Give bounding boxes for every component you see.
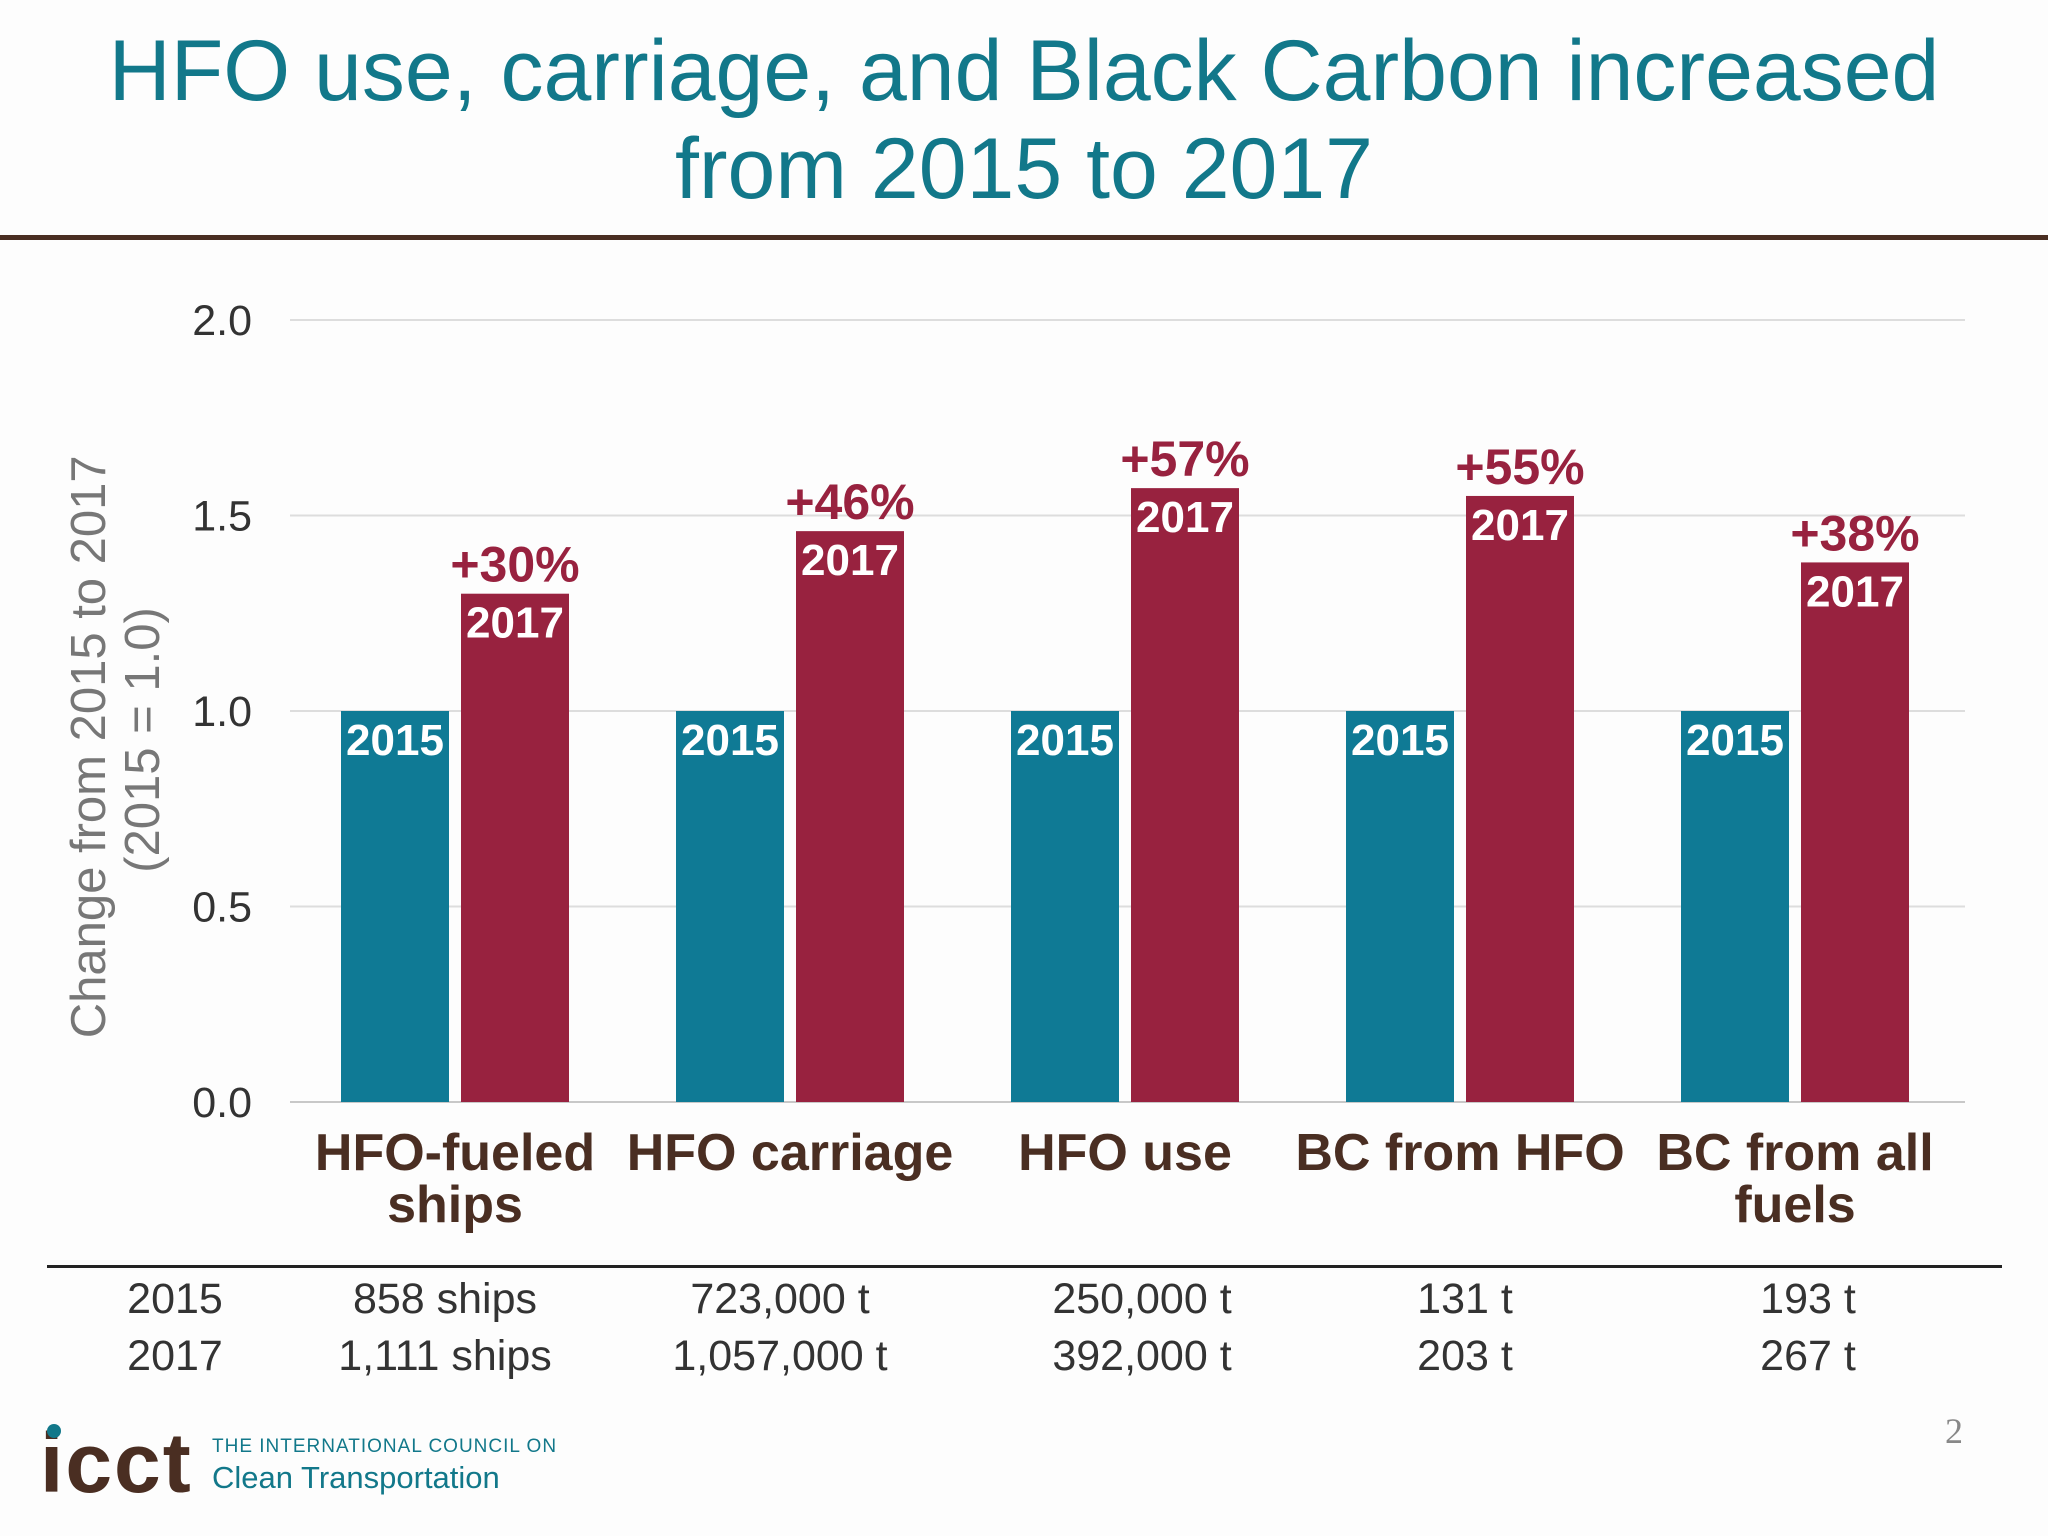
table-year-cell: 2015 bbox=[127, 1275, 223, 1323]
slide-title: HFO use, carriage, and Black Carbon incr… bbox=[0, 22, 2048, 218]
bar-label-2015: 2015 bbox=[1686, 716, 1784, 765]
slide-title-line1: HFO use, carriage, and Black Carbon incr… bbox=[108, 23, 1940, 119]
table-divider bbox=[47, 1265, 2002, 1268]
bar-2017 bbox=[796, 531, 904, 1102]
logo-line2: Clean Transportation bbox=[212, 1460, 500, 1495]
y-tick-label: 1.0 bbox=[192, 688, 252, 736]
title-divider bbox=[0, 235, 2048, 240]
category-label: HFO carriage bbox=[627, 1124, 954, 1182]
bar-2017 bbox=[1466, 495, 1574, 1102]
bar-label-2017: 2017 bbox=[1806, 567, 1904, 616]
category-label: HFO use bbox=[1018, 1124, 1232, 1182]
bar-label-2017: 2017 bbox=[1136, 493, 1234, 542]
table-cell: 250,000 t bbox=[1052, 1275, 1232, 1323]
change-annotation: +57% bbox=[1120, 431, 1249, 487]
bar-label-2015: 2015 bbox=[346, 716, 444, 765]
change-annotation: +30% bbox=[450, 537, 579, 593]
bars: 2015 2017 +30% 2015 2017 +46% 2015 2017 +57% 2015… bbox=[341, 431, 1920, 1102]
y-tick-label: 0.5 bbox=[192, 884, 252, 932]
change-annotation: +38% bbox=[1790, 505, 1919, 561]
bar-label-2015: 2015 bbox=[1351, 716, 1449, 765]
bar-2017 bbox=[461, 593, 569, 1102]
bar-label-2015: 2015 bbox=[1016, 716, 1114, 765]
y-axis-title-line1: Change from 2015 to 2017 bbox=[62, 455, 116, 1038]
bar-2015 bbox=[676, 711, 784, 1102]
table-cell: 203 t bbox=[1417, 1332, 1513, 1380]
bar-2017 bbox=[1131, 488, 1239, 1102]
y-tick-label: 2.0 bbox=[192, 297, 252, 345]
bar-2015 bbox=[1011, 711, 1119, 1102]
bar-label-2015: 2015 bbox=[681, 716, 779, 765]
table-cell: 131 t bbox=[1417, 1275, 1513, 1323]
category-label: BC from HFO bbox=[1295, 1124, 1624, 1182]
y-tick-label: 1.5 bbox=[192, 493, 252, 541]
table-cell: 1,057,000 t bbox=[672, 1332, 888, 1380]
page-number: 2 bbox=[1945, 1411, 1963, 1451]
table-cell: 858 ships bbox=[352, 1275, 538, 1323]
bar-2015 bbox=[1681, 711, 1789, 1102]
icct-logo: icct THE INTERNATIONAL COUNCIL ON Clean … bbox=[40, 1418, 560, 1508]
table-cell: 267 t bbox=[1760, 1332, 1856, 1380]
logo-dot bbox=[47, 1424, 61, 1438]
category-label-line2: ships bbox=[387, 1176, 523, 1234]
bar-label-2017: 2017 bbox=[801, 536, 899, 585]
bar-2017 bbox=[1801, 562, 1909, 1102]
table-year-cell: 2017 bbox=[127, 1332, 223, 1380]
logo-mark: icct bbox=[40, 1416, 193, 1510]
y-tick-label: 0.0 bbox=[192, 1079, 252, 1127]
bar-chart: 0.0 0.5 1.0 1.5 2.0 2015 2017 +30% 2015 2017 +46%… bbox=[62, 297, 1965, 1234]
change-annotation: +46% bbox=[785, 474, 914, 530]
y-axis-title-line2: (2015 = 1.0) bbox=[116, 607, 170, 873]
table-cell: 1,111 ships bbox=[338, 1332, 552, 1380]
category-label: BC from all bbox=[1656, 1124, 1933, 1182]
logo-line1: THE INTERNATIONAL COUNCIL ON bbox=[212, 1436, 558, 1457]
y-axis-ticks: 0.0 0.5 1.0 1.5 2.0 bbox=[192, 297, 252, 1127]
category-label-line2: fuels bbox=[1734, 1176, 1855, 1234]
bar-label-2017: 2017 bbox=[1471, 501, 1569, 550]
change-annotation: +55% bbox=[1455, 439, 1584, 495]
bar-label-2017: 2017 bbox=[466, 599, 564, 648]
bar-2015 bbox=[341, 711, 449, 1102]
bar-2015 bbox=[1346, 711, 1454, 1102]
table-cell: 392,000 t bbox=[1052, 1332, 1232, 1380]
table-cell: 193 t bbox=[1760, 1275, 1856, 1323]
category-label: HFO-fueled bbox=[315, 1124, 595, 1182]
table-cell: 723,000 t bbox=[690, 1275, 870, 1323]
y-axis-title: Change from 2015 to 2017 (2015 = 1.0) bbox=[62, 442, 170, 1039]
slide-title-line2: from 2015 to 2017 bbox=[674, 121, 1374, 217]
